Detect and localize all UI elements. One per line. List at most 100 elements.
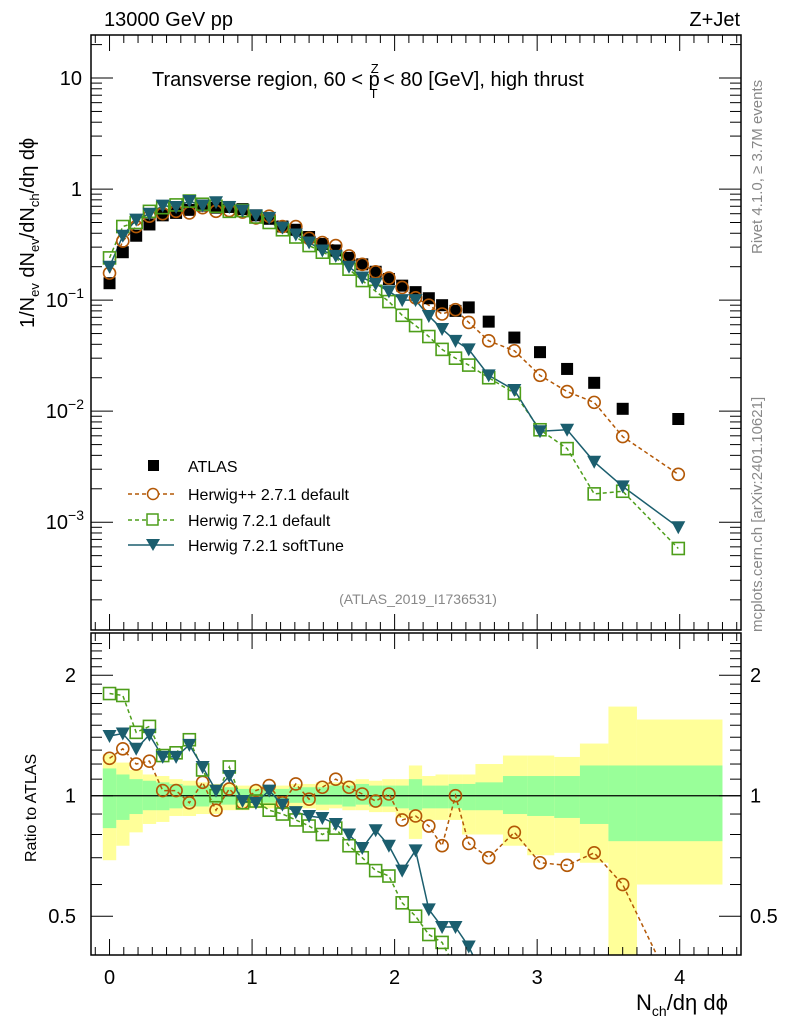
- data-point: [315, 811, 330, 825]
- data-point: [155, 783, 170, 798]
- legend-item-herwig7-default: Herwig 7.2.1 default: [128, 513, 331, 530]
- plot-title: Transverse region, 60 < pZ T < 80 [GeV], …: [152, 61, 584, 101]
- x-tick-label: 1: [247, 967, 258, 989]
- data-point: [368, 277, 383, 291]
- data-point: [382, 272, 395, 285]
- data-point: [369, 265, 382, 278]
- series-line: [108, 200, 679, 528]
- legend-item-atlas: ATLAS: [148, 459, 238, 476]
- stat-band: [129, 779, 143, 815]
- legend-label: Herwig 7.2.1 softTune: [188, 538, 344, 555]
- stat-band: [408, 779, 423, 811]
- stat-band: [422, 785, 436, 809]
- header-process: Z+Jet: [689, 9, 740, 31]
- legend-marker-triangle: [146, 539, 160, 551]
- data-point: [328, 772, 343, 786]
- data-point: [533, 425, 548, 439]
- data-point: [355, 842, 370, 856]
- data-point: [421, 903, 436, 917]
- legend-label: ATLAS: [188, 459, 238, 476]
- stat-band: [608, 765, 637, 842]
- data-point: [533, 855, 547, 870]
- data-point: [209, 803, 223, 818]
- data-point: [533, 368, 547, 383]
- data-point: [116, 246, 129, 259]
- data-point: [381, 285, 396, 299]
- data-point: [328, 249, 343, 263]
- data-point: [129, 742, 144, 756]
- data-point: [368, 863, 383, 878]
- legend-marker-open-square: [146, 513, 159, 526]
- data-point: [115, 229, 130, 243]
- data-point: [315, 827, 330, 842]
- data-point: [448, 351, 463, 365]
- data-point: [461, 836, 476, 851]
- data-point: [248, 796, 263, 810]
- x-tick-label: 4: [674, 967, 685, 989]
- data-point: [587, 846, 601, 860]
- data-point: [408, 318, 423, 333]
- stat-band: [554, 776, 580, 818]
- data-point: [289, 777, 303, 791]
- data-point: [129, 725, 143, 740]
- header-energy: 13000 GeV pp: [104, 9, 233, 31]
- ratio-y-tick-label-right: 2: [750, 665, 761, 687]
- data-point: [448, 920, 463, 934]
- data-point: [448, 788, 463, 803]
- stat-band: [462, 783, 476, 811]
- data-point: [587, 487, 601, 501]
- data-point: [448, 302, 463, 317]
- data-point: [587, 395, 601, 410]
- series-line: [108, 206, 679, 475]
- data-point: [248, 209, 263, 223]
- y-tick-label: 10: [60, 68, 82, 90]
- data-point: [342, 828, 357, 842]
- y-tick-label: 10−2: [46, 396, 84, 423]
- data-point: [288, 228, 303, 242]
- data-point: [672, 413, 685, 426]
- data-point: [483, 993, 495, 1005]
- data-point: [482, 315, 495, 328]
- legend-item-herwig7-softtune: Herwig 7.2.1 softTune: [128, 538, 344, 555]
- data-point: [368, 794, 383, 808]
- data-point: [102, 260, 117, 274]
- data-point: [209, 196, 224, 210]
- data-point: [508, 331, 521, 344]
- stat-band: [302, 787, 316, 803]
- data-point: [209, 784, 224, 798]
- data-point: [395, 896, 409, 910]
- data-point: [408, 294, 423, 308]
- data-point: [615, 877, 630, 892]
- data-point: [235, 795, 250, 809]
- data-point: [115, 741, 130, 756]
- data-point: [222, 770, 237, 784]
- data-point: [507, 384, 522, 398]
- legend-label: Herwig++ 2.7.1 default: [188, 487, 350, 504]
- data-point: [482, 982, 496, 995]
- data-point: [142, 728, 157, 742]
- data-point: [129, 757, 143, 771]
- data-point: [342, 780, 356, 795]
- stat-band: [116, 774, 130, 820]
- y-tick-label: 1: [71, 179, 82, 201]
- data-point: [395, 280, 409, 295]
- data-point: [355, 257, 370, 272]
- ratio-y-tick-label: 2: [65, 665, 76, 687]
- data-point: [315, 244, 330, 258]
- data-point: [435, 935, 449, 950]
- data-point: [422, 292, 435, 305]
- data-point: [288, 806, 303, 820]
- data-point: [616, 402, 629, 415]
- data-point: [615, 480, 630, 494]
- data-point: [534, 346, 547, 359]
- data-point: [461, 343, 476, 357]
- ratio-frame: [90, 632, 742, 956]
- data-point: [449, 304, 462, 317]
- data-point: [588, 376, 601, 389]
- data-point: [368, 264, 383, 279]
- stat-band: [102, 768, 117, 829]
- data-point: [328, 817, 343, 831]
- data-point: [129, 213, 144, 227]
- data-point: [355, 787, 370, 801]
- data-point: [102, 686, 117, 701]
